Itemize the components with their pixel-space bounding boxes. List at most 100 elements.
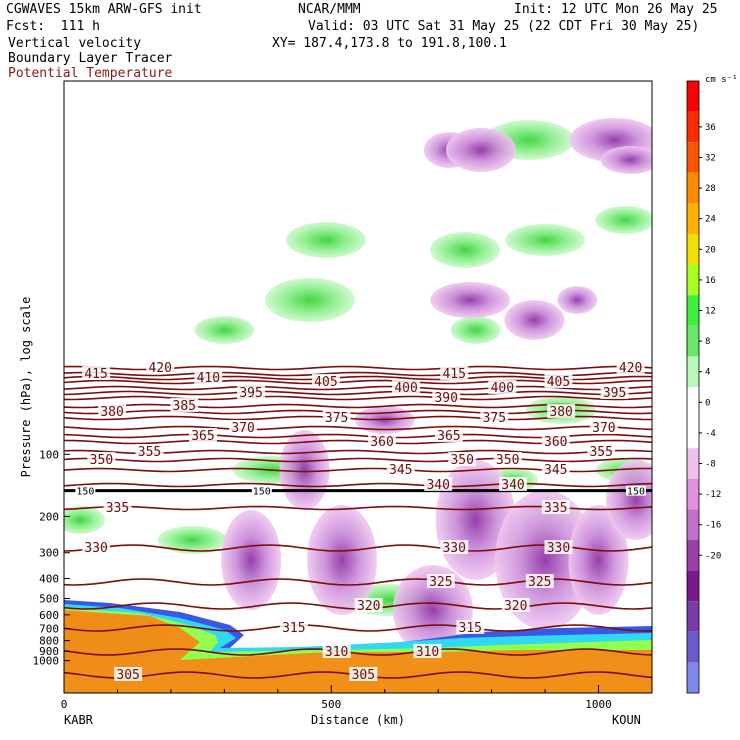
tropopause-label-bg — [75, 485, 96, 496]
colorbar-label: 28 — [705, 184, 716, 194]
theta-label-bg — [616, 360, 645, 374]
colorbar-swatch — [687, 295, 699, 326]
theta-label: 320 — [504, 599, 527, 614]
theta-label-bg — [541, 462, 570, 476]
theta-contour-395 — [64, 390, 652, 396]
updraft-cell — [595, 206, 652, 234]
x-tick-label: 1000 — [585, 698, 612, 711]
y-tick-label: 300 — [39, 547, 59, 560]
updraft-cell — [157, 526, 228, 554]
theta-label-bg — [368, 434, 397, 448]
colorbar-swatch — [687, 417, 699, 449]
tropopause-label-bg — [251, 485, 272, 496]
theta-label-bg — [587, 444, 616, 458]
colorbar-label: 16 — [705, 276, 716, 286]
plot-frame — [63, 80, 653, 694]
colorbar-swatch — [687, 601, 699, 632]
theta-label-bg — [544, 374, 573, 388]
theta-contour-390 — [64, 395, 652, 401]
theta-label-bg — [480, 410, 509, 424]
org-title: NCAR/MMM — [298, 2, 361, 17]
left-endpoint: KABR — [64, 713, 94, 727]
y-tick-label: 200 — [39, 510, 59, 523]
model-title: CGWAVES 15km ARW-GFS init — [6, 2, 202, 17]
theta-label: 370 — [231, 421, 254, 436]
downdraft-cell — [445, 128, 516, 172]
theta-label-bg — [237, 385, 266, 399]
theta-contour-340 — [64, 482, 652, 488]
theta-label: 320 — [357, 599, 380, 614]
theta-label: 360 — [544, 435, 567, 450]
theta-label: 330 — [442, 541, 465, 556]
downdraft-cell — [557, 286, 598, 314]
theta-label: 400 — [491, 381, 514, 396]
colorbar-swatch — [687, 203, 699, 234]
theta-label-bg — [488, 380, 517, 394]
theta-label-bg — [322, 410, 351, 424]
colorbar-label: 24 — [705, 215, 716, 225]
downdraft-cell — [600, 146, 652, 174]
tropopause-label: 150 — [627, 487, 645, 498]
colorbar-swatch — [687, 478, 699, 510]
colorbar-swatch — [687, 356, 699, 387]
theta-label-bg — [322, 644, 351, 658]
field-boundary-layer-tracer: Boundary Layer Tracer — [8, 51, 173, 66]
theta-label: 390 — [434, 391, 457, 406]
theta-label: 340 — [426, 478, 449, 493]
theta-label-bg — [448, 452, 477, 466]
tropopause-label: 150 — [253, 487, 271, 498]
colorbar-swatch — [687, 570, 699, 602]
colorbar-swatch — [687, 111, 699, 143]
theta-label-bg — [413, 644, 442, 658]
y-tick-label: 900 — [39, 645, 59, 658]
updraft-cell — [264, 278, 355, 322]
theta-label-bg — [440, 540, 469, 554]
colorbar-swatch — [687, 264, 699, 296]
downdraft-cell — [221, 510, 282, 610]
theta-label: 385 — [173, 399, 196, 414]
theta-label: 415 — [442, 367, 465, 382]
theta-label-bg — [424, 477, 453, 491]
theta-label: 355 — [589, 445, 612, 460]
valid-time: Valid: 03 UTC Sat 31 May 25 (22 CDT Fri … — [308, 19, 700, 34]
theta-label: 315 — [282, 621, 305, 636]
y-tick-label: 600 — [39, 609, 59, 622]
theta-label-bg — [229, 420, 258, 434]
colorbar-swatch — [687, 631, 699, 663]
theta-contour-325 — [64, 578, 652, 586]
theta-label: 400 — [394, 381, 417, 396]
theta-label: 410 — [197, 371, 220, 386]
downdraft-cell — [430, 282, 511, 318]
theta-label-bg — [82, 540, 111, 554]
theta-label: 395 — [603, 386, 626, 401]
right-endpoint: KOUN — [612, 713, 641, 727]
theta-label: 335 — [544, 501, 567, 516]
y-tick-label: 100 — [39, 448, 59, 461]
colorbar-label: -8 — [705, 460, 716, 470]
theta-label: 405 — [314, 375, 337, 390]
theta-label: 350 — [450, 453, 473, 468]
theta-label-bg — [589, 420, 618, 434]
theta-label: 375 — [325, 411, 348, 426]
colorbar-swatch — [687, 448, 699, 479]
theta-label: 335 — [106, 501, 129, 516]
downdraft-cell — [568, 505, 629, 615]
distance-axis: 0 500 1000 — [61, 685, 653, 711]
theta-label: 345 — [389, 463, 412, 478]
tropopause-label: 150 — [76, 487, 94, 498]
theta-label-bg — [194, 370, 223, 384]
y-tick-label: 500 — [39, 592, 59, 605]
theta-label: 350 — [90, 453, 113, 468]
theta-label-bg — [354, 598, 383, 612]
colorbar-label: -20 — [705, 551, 721, 561]
theta-label: 365 — [191, 429, 214, 444]
colorbar-label: 20 — [705, 245, 716, 255]
colorbar-label: 0 — [705, 398, 710, 408]
theta-label: 325 — [528, 575, 551, 590]
theta-label: 310 — [325, 645, 348, 660]
theta-label: 405 — [547, 375, 570, 390]
theta-label: 340 — [501, 478, 524, 493]
theta-label: 420 — [619, 361, 642, 376]
